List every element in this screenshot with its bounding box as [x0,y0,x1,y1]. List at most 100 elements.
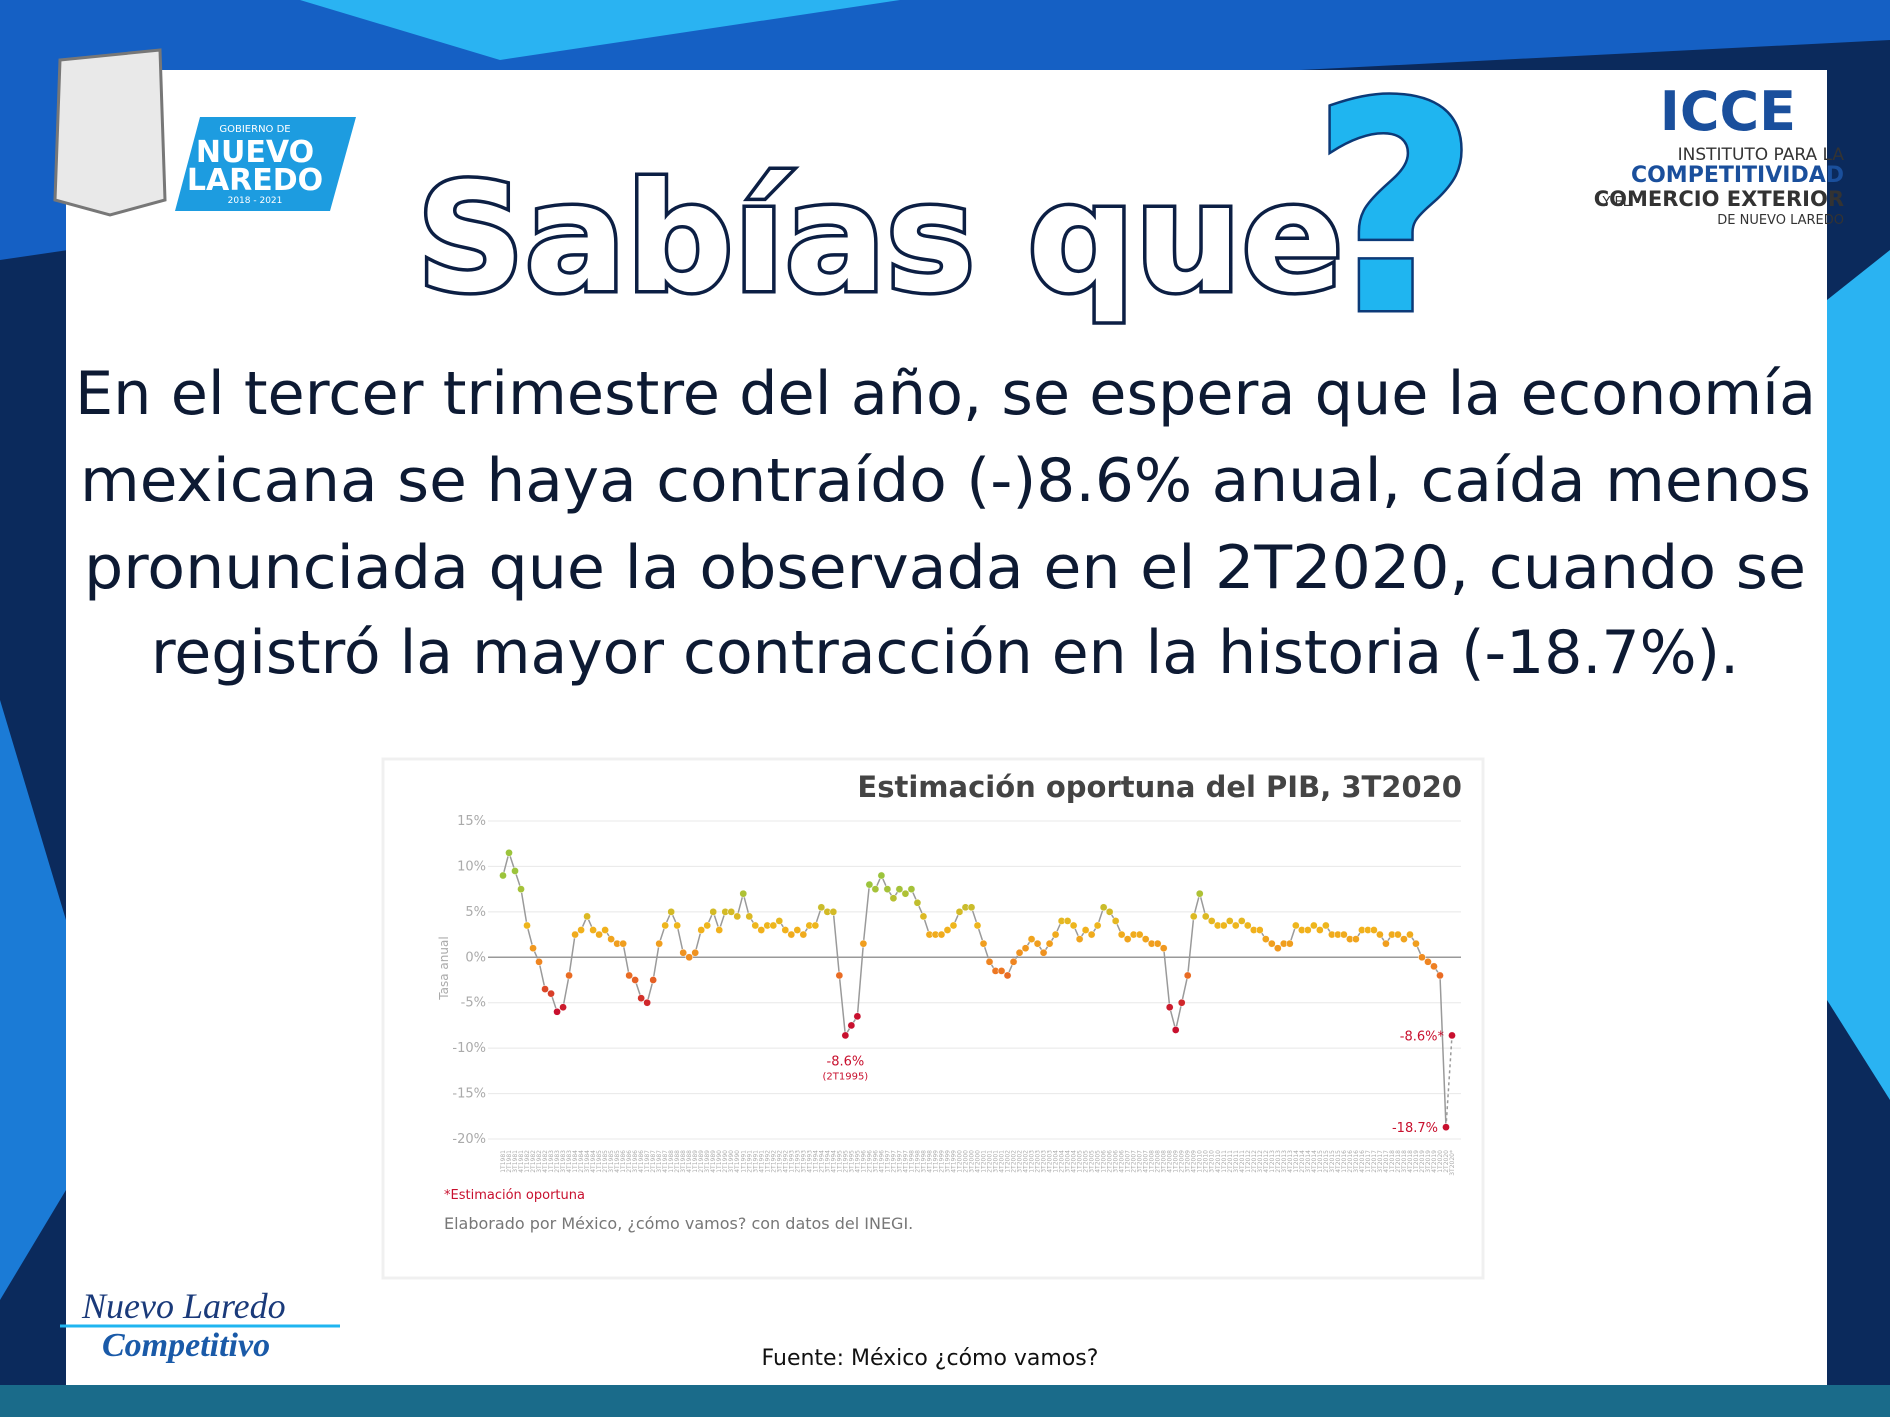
x-tick-label: 4T1984 [590,1150,597,1173]
x-tick-label: 4T1993 [806,1150,813,1173]
data-point [877,871,886,880]
x-tick-label: 1T1992 [764,1150,771,1173]
data-point [697,926,706,934]
data-point [715,926,724,934]
y-tick-label: 10% [457,859,486,874]
x-tick-label: 3T2012 [1257,1150,1264,1173]
data-point [895,885,904,893]
data-point [1352,935,1360,943]
x-tick-label: 4T1995 [854,1150,861,1173]
x-tick-label: 2T1998 [914,1150,921,1173]
data-point [1430,962,1438,971]
bg-strip [0,1385,1890,1417]
x-tick-label: 3T2009 [1185,1150,1192,1173]
data-point [1406,930,1414,939]
x-tick-label: 1T2017 [1365,1150,1372,1173]
data-point [1105,908,1114,916]
x-tick-label: 3T1998 [920,1150,927,1173]
data-point [817,903,826,912]
data-point [835,971,844,980]
x-tick-label: 2T2016 [1347,1150,1354,1173]
body-line: mexicana se haya contraído (-)8.6% anual… [80,446,1811,516]
data-point [1273,944,1282,953]
x-tick-label: 1T2008 [1149,1150,1156,1173]
x-tick-label: 2T1983 [554,1150,561,1173]
data-point [667,908,676,916]
data-point [673,921,682,930]
x-tick-label: 2T1987 [650,1150,657,1173]
x-tick-label: 4T1982 [542,1150,549,1173]
data-point [1045,939,1054,948]
data-point [1219,921,1228,930]
x-tick-label: 3T2005 [1089,1150,1096,1173]
x-tick-label: 4T2015 [1335,1150,1342,1173]
data-point [1087,930,1096,939]
data-point [1231,921,1240,930]
data-point [973,921,982,930]
data-point [1165,1003,1174,1012]
x-tick-label: 3T1997 [896,1150,903,1173]
data-point [979,939,988,948]
x-tick-label: 4T2000 [975,1150,982,1173]
x-tick-label: 4T2018 [1407,1150,1414,1173]
x-tick-label: 3T2018 [1401,1150,1408,1173]
x-tick-label: 2T1981 [506,1150,513,1173]
x-tick-label: 3T1996 [872,1150,879,1173]
x-tick-label: 2T1984 [578,1150,585,1173]
data-point [691,948,700,957]
annotation: -8.6% [827,1054,865,1069]
data-point [1015,948,1024,957]
chart-note: *Estimación oportuna [444,1188,585,1203]
x-tick-label: 4T2013 [1287,1150,1294,1173]
bg-shape [1827,250,1890,1100]
x-tick-label: 4T2016 [1359,1150,1366,1173]
y-tick-label: -15% [452,1087,486,1102]
data-point [511,867,519,875]
data-point [709,908,718,916]
logo-text: DE NUEVO LAREDO [1717,213,1844,228]
chart-note: Elaborado por México, ¿cómo vamos? con d… [444,1214,913,1233]
x-tick-label: 4T2002 [1023,1150,1030,1173]
data-point [499,871,507,880]
x-tick-label: 1T2002 [1005,1150,1012,1173]
chart-frame [381,757,1485,1280]
x-tick-label: 1T1997 [884,1150,891,1173]
data-point [679,948,688,957]
x-tick-label: 1T2013 [1269,1150,1276,1173]
x-tick-label: 1T2019 [1413,1150,1420,1173]
brand: Nuevo Laredo [81,1286,286,1326]
x-tick-label: 2T1989 [698,1150,705,1173]
logo-text: INSTITUTO PARA LA [1678,145,1845,165]
data-point [751,921,760,930]
data-point [967,903,976,912]
x-tick-label: 3T2013 [1281,1150,1288,1173]
x-tick-label: 1T1981 [500,1150,507,1173]
data-point [571,930,579,939]
data-point [1201,912,1210,921]
x-tick-label: 4T2012 [1263,1150,1270,1173]
x-tick-label: 1T2004 [1053,1150,1060,1173]
data-point [1261,935,1270,943]
data-point [559,1003,567,1012]
data-point [1195,889,1204,898]
data-point [1117,930,1126,939]
x-tick-label: 3T2015 [1329,1150,1336,1173]
x-tick-label: 3T1984 [584,1150,591,1173]
data-point [811,921,820,930]
x-tick-label: 1T1999 [932,1150,939,1173]
data-point [1027,935,1036,943]
data-point [631,976,639,984]
data-point [553,1007,561,1016]
x-tick-label: 3T2010 [1209,1150,1216,1173]
x-tick-label: 2T2006 [1107,1150,1114,1173]
data-point [1255,926,1264,934]
x-tick-label: 1T1996 [860,1150,867,1173]
data-point [1394,930,1402,939]
data-point [1135,930,1144,939]
data-point [703,921,712,930]
x-tick-label: 3T1988 [680,1150,687,1173]
x-tick-label: 4T2007 [1143,1150,1150,1173]
x-tick-label: 2T2005 [1083,1150,1090,1173]
x-tick-label: 3T1993 [800,1150,807,1173]
